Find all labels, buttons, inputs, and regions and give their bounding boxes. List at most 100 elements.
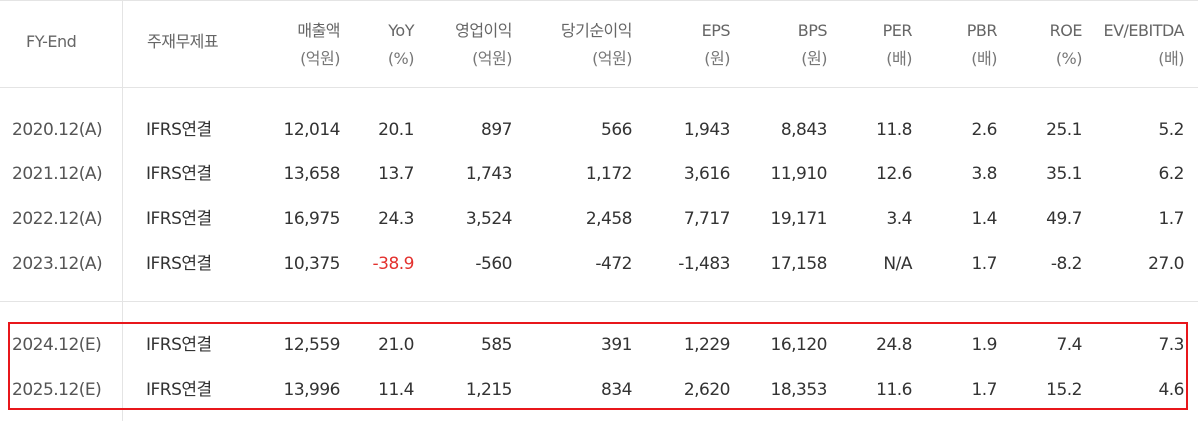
cell-pbr: 1.9 xyxy=(971,335,997,355)
header-unit: (원) xyxy=(704,49,730,68)
cell-eps: 1,229 xyxy=(683,335,731,355)
header-unit: (배) xyxy=(886,49,912,68)
cell-bps: 18,353 xyxy=(770,380,828,400)
header-label: YoY xyxy=(388,21,414,40)
header-pbr: PBR (배) xyxy=(966,17,998,73)
cell-per: 11.8 xyxy=(876,120,912,140)
header-unit: (억원) xyxy=(592,49,632,68)
cell-revenue: 10,375 xyxy=(283,254,341,274)
cell-net-income: 834 xyxy=(601,380,632,400)
header-label: BPS xyxy=(797,21,828,40)
header-label: 매출액 xyxy=(297,21,340,40)
header-ev-ebitda: EV/EBITDA (배) xyxy=(1103,17,1184,73)
cell-eps: 7,717 xyxy=(683,209,731,229)
cell-revenue: 16,975 xyxy=(283,209,341,229)
cell-net-income: 1,172 xyxy=(585,164,633,184)
cell-fy: 2020.12(A) xyxy=(12,120,103,140)
header-fy-end: FY-End xyxy=(26,28,77,56)
header-label: EPS xyxy=(701,21,731,40)
header-label: 당기순이익 xyxy=(560,21,633,40)
cell-eps: 3,616 xyxy=(683,164,731,184)
cell-per: N/A xyxy=(883,254,912,274)
cell-eps: -1,483 xyxy=(678,254,730,274)
cell-revenue: 12,014 xyxy=(283,120,341,140)
cell-revenue: 13,996 xyxy=(283,380,341,400)
cell-eps: 1,943 xyxy=(683,120,731,140)
cell-net-income: -472 xyxy=(595,254,632,274)
cell-per: 3.4 xyxy=(886,209,912,229)
section-divider xyxy=(0,301,1198,302)
column-separator xyxy=(122,0,123,421)
header-revenue: 매출액 (억원) xyxy=(297,17,340,73)
cell-ev-ebitda: 4.6 xyxy=(1158,380,1184,400)
cell-fy: 2022.12(A) xyxy=(12,209,103,229)
cell-pbr: 2.6 xyxy=(971,120,997,140)
cell-operating-profit: 585 xyxy=(481,335,512,355)
cell-bps: 19,171 xyxy=(770,209,828,229)
cell-per: 12.6 xyxy=(876,164,912,184)
header-label: ROE xyxy=(1049,21,1083,40)
cell-ev-ebitda: 27.0 xyxy=(1148,254,1184,274)
cell-ev-ebitda: 5.2 xyxy=(1158,120,1184,140)
cell-pbr: 1.7 xyxy=(971,254,997,274)
header-bottom-border xyxy=(0,87,1198,88)
cell-net-income: 391 xyxy=(601,335,632,355)
cell-fy: 2024.12(E) xyxy=(12,335,102,355)
header-per: PER (배) xyxy=(882,17,913,73)
cell-net-income: 566 xyxy=(601,120,632,140)
header-label: PBR xyxy=(966,21,998,40)
cell-fy: 2021.12(A) xyxy=(12,164,103,184)
cell-roe: 7.4 xyxy=(1056,335,1082,355)
header-main-statement: 주재무제표 xyxy=(147,28,219,56)
cell-statement: IFRS연결 xyxy=(146,164,212,184)
header-yoy: YoY (%) xyxy=(387,17,415,73)
cell-revenue: 12,559 xyxy=(283,335,341,355)
cell-yoy: 21.0 xyxy=(378,335,414,355)
cell-bps: 8,843 xyxy=(780,120,828,140)
cell-pbr: 1.4 xyxy=(971,209,997,229)
cell-operating-profit: 897 xyxy=(481,120,512,140)
cell-roe: 25.1 xyxy=(1046,120,1082,140)
header-unit: (배) xyxy=(971,49,997,68)
cell-net-income: 2,458 xyxy=(585,209,633,229)
cell-yoy: 11.4 xyxy=(378,380,414,400)
cell-pbr: 1.7 xyxy=(971,380,997,400)
header-roe: ROE (%) xyxy=(1049,17,1083,73)
cell-operating-profit: 1,743 xyxy=(465,164,513,184)
header-label: PER xyxy=(882,21,913,40)
header-eps: EPS (원) xyxy=(701,17,731,73)
cell-bps: 11,910 xyxy=(770,164,828,184)
cell-yoy: 13.7 xyxy=(378,164,414,184)
header-label: 영업이익 xyxy=(455,21,512,40)
cell-statement: IFRS연결 xyxy=(146,380,212,400)
cell-operating-profit: -560 xyxy=(475,254,512,274)
header-top-border xyxy=(0,0,1198,1)
cell-statement: IFRS연결 xyxy=(146,335,212,355)
cell-fy: 2025.12(E) xyxy=(12,380,102,400)
cell-ev-ebitda: 6.2 xyxy=(1158,164,1184,184)
cell-statement: IFRS연결 xyxy=(146,209,212,229)
header-unit: (억원) xyxy=(472,49,512,68)
cell-operating-profit: 1,215 xyxy=(465,380,513,400)
cell-roe: 49.7 xyxy=(1046,209,1082,229)
cell-per: 11.6 xyxy=(876,380,912,400)
cell-per: 24.8 xyxy=(876,335,912,355)
cell-bps: 16,120 xyxy=(770,335,828,355)
header-unit: (%) xyxy=(1055,49,1083,68)
header-label: 주재무제표 xyxy=(147,32,219,51)
cell-roe: -8.2 xyxy=(1050,254,1083,274)
forecast-highlight-box xyxy=(8,322,1188,410)
header-bps: BPS (원) xyxy=(797,17,828,73)
cell-pbr: 3.8 xyxy=(971,164,997,184)
header-unit: (원) xyxy=(801,49,827,68)
cell-operating-profit: 3,524 xyxy=(465,209,513,229)
header-operating-profit: 영업이익 (억원) xyxy=(455,17,512,73)
cell-eps: 2,620 xyxy=(683,380,731,400)
cell-ev-ebitda: 7.3 xyxy=(1158,335,1184,355)
cell-fy: 2023.12(A) xyxy=(12,254,103,274)
cell-revenue: 13,658 xyxy=(283,164,341,184)
cell-ev-ebitda: 1.7 xyxy=(1158,209,1184,229)
header-net-income: 당기순이익 (억원) xyxy=(560,17,633,73)
header-unit: (%) xyxy=(387,49,415,68)
header-unit: (배) xyxy=(1158,49,1184,68)
